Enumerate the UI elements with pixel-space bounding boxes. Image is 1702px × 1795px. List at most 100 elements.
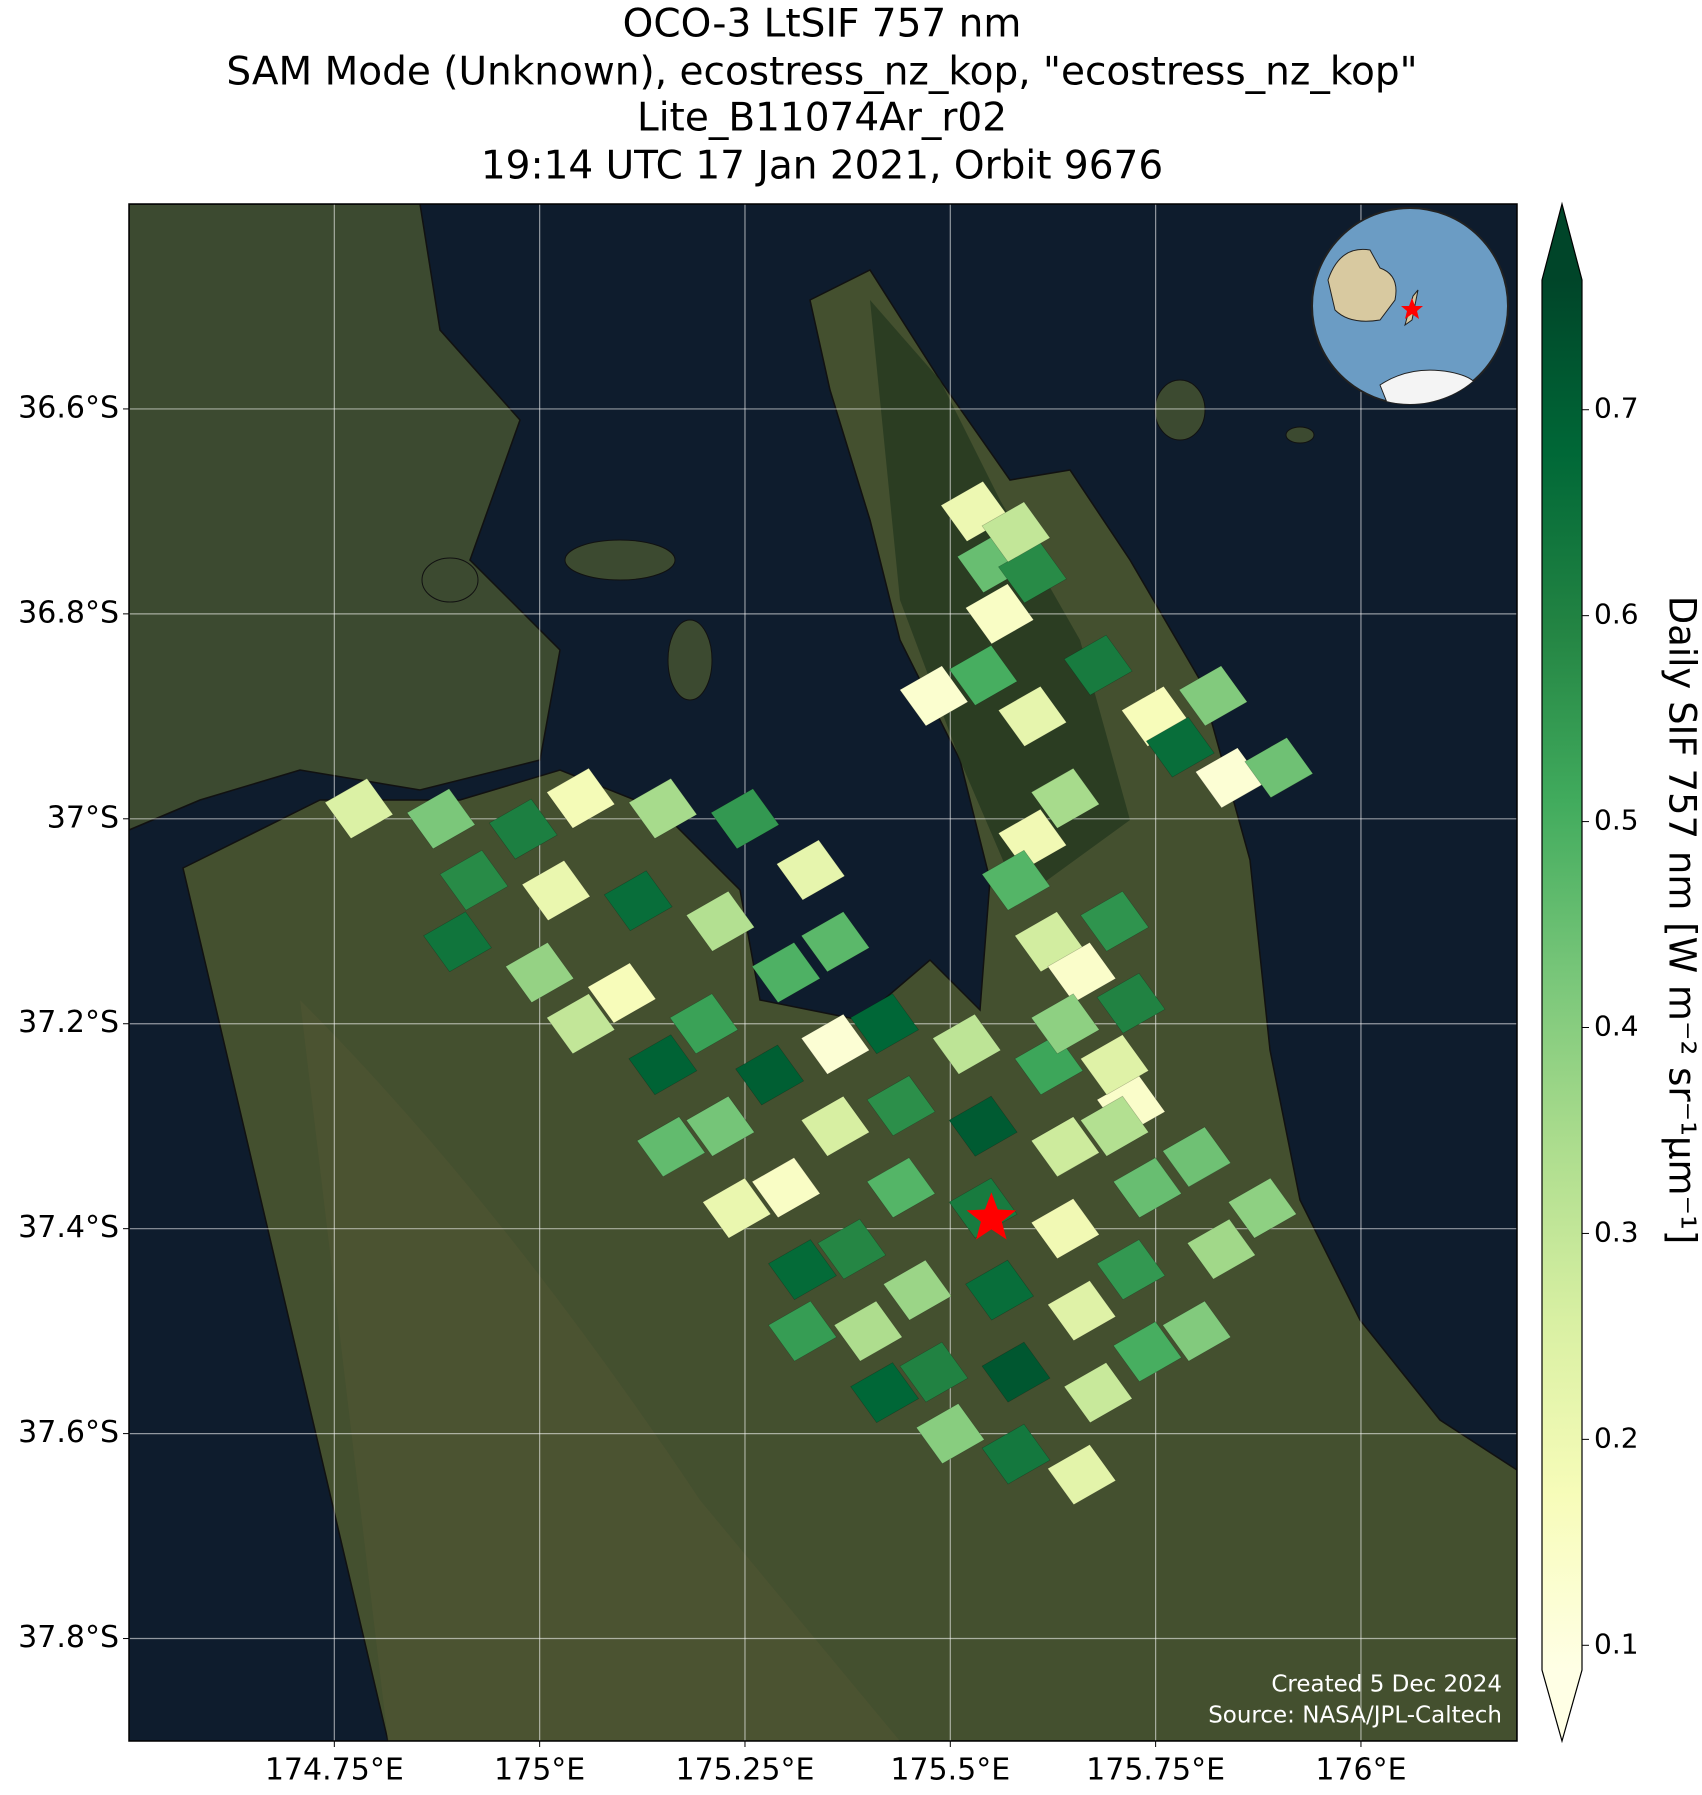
sif-footprint	[685, 890, 755, 952]
sif-footprint	[776, 839, 846, 901]
sif-footprint	[1080, 1034, 1150, 1096]
y-tick-label: 37.8°S	[18, 1620, 119, 1655]
x-tick-label: 175°E	[494, 1753, 585, 1788]
sif-footprint	[735, 1044, 805, 1106]
sif-footprint	[1162, 1300, 1232, 1362]
sif-footprint	[866, 1157, 936, 1219]
sif-footprint	[324, 778, 394, 839]
sif-footprint	[1030, 1116, 1100, 1178]
sif-footprint	[981, 501, 1051, 563]
sif-footprint	[997, 685, 1067, 747]
title-line: OCO-3 LtSIF 757 nm	[623, 2, 1022, 47]
sif-footprint	[546, 993, 616, 1055]
sif-footprint	[948, 1095, 1018, 1157]
x-tick-label: 175.5°E	[890, 1753, 1010, 1788]
sif-footprint	[1030, 767, 1100, 829]
sif-footprint	[850, 993, 920, 1055]
sif-footprint	[505, 942, 575, 1003]
sif-footprint	[587, 962, 657, 1024]
sif-footprint	[965, 1259, 1035, 1321]
inset-globe	[1311, 207, 1509, 405]
y-tick-label: 37.6°S	[18, 1415, 119, 1450]
sif-footprint	[1227, 1177, 1297, 1239]
sif-footprint	[1096, 972, 1166, 1034]
sif-footprint	[1047, 1280, 1117, 1342]
colorbar: 0.1 0.2 0.3 0.4 0.5 0.6 0.7	[1541, 201, 1639, 1744]
colorbar-tick-label: 0.2	[1594, 1421, 1639, 1454]
island	[421, 557, 479, 603]
sif-footprint	[965, 583, 1035, 645]
sif-footprint	[866, 1075, 936, 1137]
target-star	[966, 1192, 1017, 1240]
map-frame	[128, 203, 1518, 1742]
title-line: SAM Mode (Unknown), ecostress_nz_kop, "e…	[226, 50, 1417, 95]
land-shade	[300, 1000, 900, 1741]
sif-footprint	[981, 849, 1051, 911]
sif-footprint	[710, 788, 780, 850]
sif-footprint	[1112, 1321, 1182, 1383]
colorbar-tick-label: 0.6	[1594, 598, 1639, 631]
sif-footprint	[981, 1341, 1051, 1403]
sif-footprint	[1063, 1362, 1133, 1424]
sif-footprint	[899, 665, 969, 727]
sif-footprint	[488, 798, 558, 860]
sif-footprint	[1030, 993, 1100, 1055]
sif-footprint	[800, 1013, 870, 1075]
globe-land	[1327, 248, 1397, 322]
title-line: Lite_B11074Ar_r02	[637, 96, 1007, 141]
colorbar-extend-max	[1542, 204, 1582, 280]
colorbar-extend-min	[1542, 1670, 1582, 1741]
island	[564, 539, 676, 581]
sif-footprint	[915, 1403, 985, 1464]
sif-footprint	[1096, 1239, 1166, 1301]
sif-footprint	[768, 1300, 837, 1362]
sif-footprint	[751, 1157, 821, 1219]
sif-footprint	[1244, 737, 1314, 798]
sif-footprint	[751, 942, 821, 1003]
x-tick-label: 176°E	[1315, 1753, 1406, 1788]
sif-footprint	[833, 1300, 903, 1362]
island	[667, 619, 713, 701]
sif-footprint	[406, 788, 476, 850]
y-tick-label: 37.4°S	[18, 1210, 119, 1245]
colorbar-body	[1542, 280, 1582, 1670]
sif-footprint	[1080, 1095, 1150, 1157]
sif-footprint	[685, 1095, 755, 1157]
sif-footprint	[1186, 1218, 1256, 1280]
sif-footprint	[899, 1341, 969, 1403]
sif-footprint	[603, 870, 673, 932]
colorbar-outline	[1541, 201, 1583, 1744]
annotation: Source: NASA/JPL-Caltech	[1208, 1703, 1502, 1729]
x-tick-label: 175.25°E	[676, 1753, 815, 1788]
title-line: 19:14 UTC 17 Jan 2021, Orbit 9676	[481, 144, 1163, 189]
colorbar-label: Daily SIF 757 nm [W m⁻² sr⁻¹μm⁻¹]	[1661, 596, 1702, 1245]
y-tick-label: 36.6°S	[18, 390, 119, 425]
sif-footprint	[636, 1116, 706, 1178]
sif-footprint	[932, 1013, 1002, 1075]
y-tick-label: 36.8°S	[18, 595, 119, 630]
colorbar-tick-label: 0.1	[1594, 1627, 1639, 1660]
sif-footprint	[948, 644, 1018, 706]
sif-footprint	[521, 860, 591, 921]
colorbar-tick-label: 0.7	[1594, 392, 1639, 425]
sif-footprint	[439, 849, 509, 911]
sif-footprint	[981, 1423, 1051, 1485]
sif-footprint	[1162, 1126, 1232, 1188]
sif-footprint	[628, 1034, 698, 1096]
sif-footprint	[1014, 1034, 1084, 1096]
sif-footprint	[1178, 665, 1248, 727]
sif-footprint	[883, 1259, 952, 1321]
colorbar-tick-label: 0.3	[1594, 1215, 1639, 1248]
sif-footprint	[1063, 634, 1133, 696]
sif-footprint	[702, 1177, 772, 1239]
colorbar-tick-label: 0.4	[1594, 1010, 1639, 1043]
sif-footprint	[1112, 1157, 1182, 1219]
sif-footprint	[1145, 716, 1215, 778]
sif-footprint	[669, 993, 739, 1055]
sif-footprint	[1030, 1198, 1100, 1260]
sif-footprint	[1047, 1444, 1117, 1505]
colorbar-tick-label: 0.5	[1594, 804, 1639, 837]
y-tick-label: 37.2°S	[18, 1005, 119, 1040]
land	[129, 204, 561, 831]
